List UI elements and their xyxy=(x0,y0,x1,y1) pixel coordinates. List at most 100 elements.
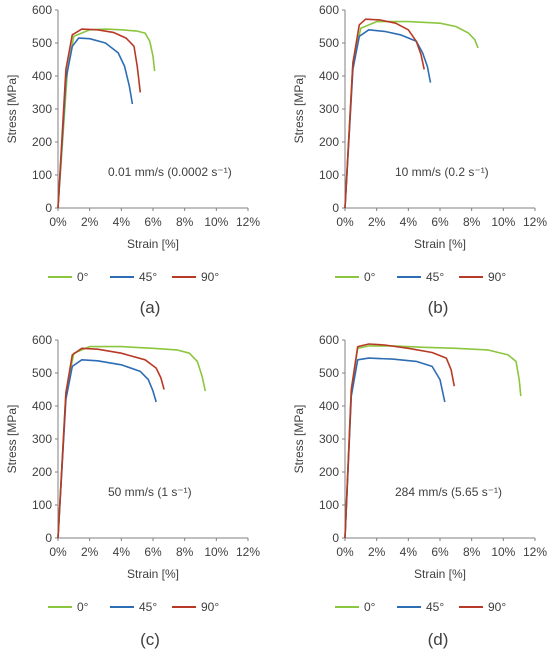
y-tick-label: 100 xyxy=(319,498,339,512)
series-line xyxy=(344,343,456,539)
x-tick-label: 12% xyxy=(523,215,547,229)
legend-entry: 90° xyxy=(488,600,506,614)
x-tick-label: 2% xyxy=(81,215,99,229)
x-tick-label: 10% xyxy=(491,215,515,229)
x-tick-label: 12% xyxy=(236,545,260,559)
y-tick-label: 100 xyxy=(32,498,52,512)
x-tick-label: 8% xyxy=(176,215,194,229)
x-tick-label: 6% xyxy=(431,545,449,559)
x-tick-label: 6% xyxy=(144,545,162,559)
x-tick-label: 0% xyxy=(49,215,67,229)
x-axis-label: Strain [%] xyxy=(414,237,466,251)
x-tick-label: 12% xyxy=(236,215,260,229)
chart-panel: 0 100 200 300 400 500 600 0% 2% 4% 6% 8% 10% 12% Strai… xyxy=(5,333,260,649)
rate-annotation: 50 mm/s (1 s⁻¹) xyxy=(108,485,192,499)
legend-entry: 45° xyxy=(139,270,157,284)
series-line xyxy=(344,18,425,209)
x-tick-label: 8% xyxy=(176,545,194,559)
y-tick-label: 400 xyxy=(32,69,52,83)
series-line xyxy=(57,28,156,209)
x-tick-label: 6% xyxy=(431,215,449,229)
y-tick-label: 300 xyxy=(319,102,339,116)
series-line xyxy=(344,345,522,539)
series-line xyxy=(344,29,432,209)
x-tick-label: 0% xyxy=(49,545,67,559)
y-axis-label: Stress [MPa] xyxy=(5,405,19,474)
series-line xyxy=(57,345,207,539)
legend-entry: 90° xyxy=(488,270,506,284)
y-tick-label: 500 xyxy=(319,36,339,50)
chart-panel: 0 100 200 300 400 500 600 0% 2% 4% 6% 8% 10% 12% Strai… xyxy=(292,333,547,649)
x-tick-label: 10% xyxy=(204,215,228,229)
y-tick-label: 300 xyxy=(32,432,52,446)
series-line xyxy=(57,359,157,539)
y-tick-label: 100 xyxy=(32,168,52,182)
series-line xyxy=(57,347,165,539)
y-tick-label: 400 xyxy=(319,399,339,413)
x-tick-label: 8% xyxy=(463,215,481,229)
x-axis-label: Strain [%] xyxy=(127,237,179,251)
y-tick-label: 200 xyxy=(319,465,339,479)
y-tick-label: 400 xyxy=(319,69,339,83)
y-tick-label: 500 xyxy=(32,366,52,380)
rate-annotation: 10 mm/s (0.2 s⁻¹) xyxy=(395,165,489,179)
panel-label: (a) xyxy=(140,298,161,317)
chart-panel: 0 100 200 300 400 500 600 0% 2% 4% 6% 8% 10% 12% Strai… xyxy=(292,3,547,317)
panel-label: (c) xyxy=(140,630,160,649)
y-tick-label: 0 xyxy=(332,201,339,215)
panel-label: (b) xyxy=(428,298,449,317)
x-tick-label: 4% xyxy=(400,545,418,559)
y-tick-label: 200 xyxy=(319,135,339,149)
x-tick-label: 0% xyxy=(336,215,354,229)
x-tick-label: 2% xyxy=(368,545,386,559)
y-tick-label: 600 xyxy=(32,3,52,17)
legend-entry: 90° xyxy=(201,270,219,284)
series-line xyxy=(344,20,479,209)
x-tick-label: 0% xyxy=(336,545,354,559)
series-line xyxy=(57,37,134,209)
x-tick-label: 2% xyxy=(81,545,99,559)
x-tick-label: 2% xyxy=(368,215,386,229)
legend-entry: 45° xyxy=(426,600,444,614)
x-tick-label: 8% xyxy=(463,545,481,559)
y-tick-label: 200 xyxy=(32,135,52,149)
x-axis-label: Strain [%] xyxy=(414,567,466,581)
x-tick-label: 10% xyxy=(204,545,228,559)
legend-entry: 0° xyxy=(364,270,376,284)
y-tick-label: 0 xyxy=(45,201,52,215)
panel-label: (d) xyxy=(428,630,449,649)
y-tick-label: 600 xyxy=(319,3,339,17)
x-tick-label: 4% xyxy=(113,215,131,229)
x-tick-label: 4% xyxy=(113,545,131,559)
legend-entry: 45° xyxy=(426,270,444,284)
rate-annotation: 0.01 mm/s (0.0002 s⁻¹) xyxy=(108,165,232,179)
legend-entry: 0° xyxy=(364,600,376,614)
y-tick-label: 200 xyxy=(32,465,52,479)
y-axis-label: Stress [MPa] xyxy=(5,75,19,144)
y-tick-label: 400 xyxy=(32,399,52,413)
legend-entry: 0° xyxy=(77,600,89,614)
y-tick-label: 0 xyxy=(45,531,52,545)
x-axis-label: Strain [%] xyxy=(127,567,179,581)
y-axis-label: Stress [MPa] xyxy=(292,405,306,474)
series-line xyxy=(344,357,446,539)
y-tick-label: 500 xyxy=(319,366,339,380)
legend-entry: 0° xyxy=(77,270,89,284)
series-line xyxy=(57,28,142,209)
y-tick-label: 600 xyxy=(32,333,52,347)
y-tick-label: 0 xyxy=(332,531,339,545)
x-tick-label: 10% xyxy=(491,545,515,559)
y-tick-label: 300 xyxy=(32,102,52,116)
y-tick-label: 600 xyxy=(319,333,339,347)
x-tick-label: 12% xyxy=(523,545,547,559)
y-tick-label: 100 xyxy=(319,168,339,182)
x-tick-label: 4% xyxy=(400,215,418,229)
rate-annotation: 284 mm/s (5.65 s⁻¹) xyxy=(395,485,502,499)
legend-entry: 45° xyxy=(139,600,157,614)
y-tick-label: 500 xyxy=(32,36,52,50)
x-tick-label: 6% xyxy=(144,215,162,229)
chart-panel: 0 100 200 300 400 500 600 0% 2% 4% 6% 8% 10% 12% Strai… xyxy=(5,3,260,317)
legend-entry: 90° xyxy=(201,600,219,614)
